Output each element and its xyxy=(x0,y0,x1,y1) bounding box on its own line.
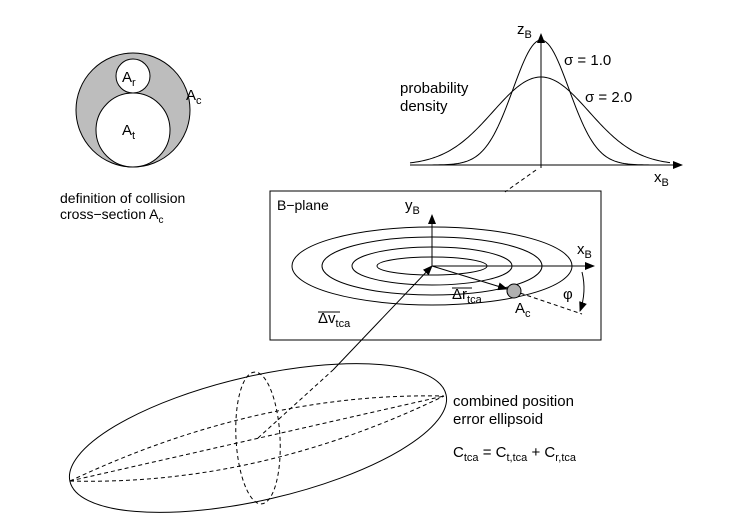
ellipsoid-outline xyxy=(68,363,448,513)
velocity-label: Δvtca xyxy=(318,310,351,330)
miss-distance-label: Δrtca xyxy=(452,286,483,306)
velocity-arrow xyxy=(332,265,433,371)
ellipsoid-caption-line1: combined position xyxy=(453,393,574,410)
angle-label: φ xyxy=(563,286,573,303)
ellipsoid-major-axis xyxy=(69,395,445,482)
covariance-equation: Ctca = Ct,tca + Cr,tca xyxy=(453,444,577,464)
object-marker xyxy=(506,283,522,299)
label-area-relative: Ar xyxy=(122,69,136,89)
plot-title-line1: probability xyxy=(400,80,469,97)
z-axis-label: zB xyxy=(517,21,532,41)
curve-sigma-2 xyxy=(409,76,671,164)
plot-title-line2: density xyxy=(400,98,448,115)
cross-section-caption-line2: cross−section Ac xyxy=(60,206,163,226)
curve-label-sigma-2: σ = 2.0 xyxy=(585,89,632,106)
object-label: Ac xyxy=(515,300,531,320)
relative-area-circle xyxy=(115,58,151,94)
ellipsoid-caption-line2: error ellipsoid xyxy=(453,411,543,428)
b-plane: B−plane yB xB Δrtca Ac φ xyxy=(269,190,602,341)
curve-label-sigma-1: σ = 1.0 xyxy=(564,52,611,69)
b-plane-x-label: xB xyxy=(577,241,592,261)
ellipsoid-meridian-lower xyxy=(69,395,445,482)
error-ellipsoid: combined position error ellipsoid Ctca =… xyxy=(68,363,577,513)
b-plane-title: B−plane xyxy=(277,197,329,213)
ellipsoid-meridian-upper xyxy=(69,395,445,482)
cross-section-caption-line1: definition of collision xyxy=(60,190,185,206)
velocity-vector: Δvtca xyxy=(257,265,433,439)
curve-sigma-1 xyxy=(410,39,670,166)
label-area-combined: Ac xyxy=(186,87,202,107)
label-area-target: At xyxy=(122,122,135,142)
ellipsoid-cross-section xyxy=(235,371,281,505)
b-plane-frame xyxy=(269,190,602,341)
probability-density-plot: zB xB probability density σ = 1.0 σ = 2.… xyxy=(400,21,683,193)
collision-cross-section: Ar At Ac definition of collision cross−s… xyxy=(60,52,202,226)
velocity-hidden-segment xyxy=(257,369,334,439)
x-axis-label: xB xyxy=(654,169,669,189)
miss-direction-extension xyxy=(513,290,583,315)
b-plane-y-label: yB xyxy=(405,197,420,217)
angle-arc xyxy=(579,271,587,312)
miss-distance-arrow xyxy=(431,265,508,291)
plot-to-bplane-connector xyxy=(504,169,537,193)
